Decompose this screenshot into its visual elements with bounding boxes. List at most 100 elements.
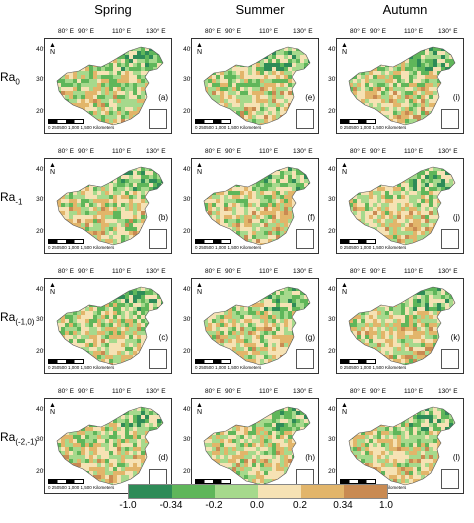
scale-bar-label: 0 250500 1,000 1,500 Kilometers: [48, 485, 115, 490]
legend-swatch: [215, 485, 258, 498]
longitude-tick-label: 130° E: [146, 148, 166, 155]
north-arrow-icon: ▲ N: [341, 282, 348, 296]
latitude-tick-label: 20°: [36, 348, 46, 355]
longitude-tick-label: 130° E: [293, 148, 313, 155]
longitude-tick-label: 90° E: [78, 28, 94, 35]
scale-bar-graphic: [340, 479, 376, 484]
map-panel-j: 80° E 90° E 110° E 130° E 40° 30° 20° ▲ N 0 25050…: [320, 148, 468, 256]
latitude-tick-label: 40°: [183, 286, 193, 293]
latitude-tick-label: 40°: [36, 166, 46, 173]
latitude-ticks: 40° 30° 20°: [320, 398, 338, 494]
panel-letter: (a): [158, 93, 168, 102]
map-frame: ▲N0 250500 1,000 1,500 Kilometers(l): [336, 398, 464, 494]
china-outline: [56, 46, 164, 126]
longitude-tick-label: 90° E: [78, 388, 94, 395]
map-panel-d: 80° E 90° E 110° E 130° E 40° 30° 20° ▲ N 0 25050…: [28, 388, 176, 496]
longitude-tick-label: 90° E: [370, 388, 386, 395]
latitude-ticks: 40° 30° 20°: [28, 278, 46, 374]
legend-swatch: [258, 485, 301, 498]
scale-bar-label: 0 250500 1,000 1,500 Kilometers: [195, 125, 262, 130]
scale-bar-label: 0 250500 1,000 1,500 Kilometers: [340, 365, 407, 370]
longitude-tick-label: 110° E: [404, 28, 424, 35]
scale-bar: 0 250500 1,000 1,500 Kilometers: [48, 239, 114, 250]
longitude-tick-label: 130° E: [438, 388, 458, 395]
panel-letter: (j): [452, 213, 460, 222]
china-map: [56, 166, 164, 246]
longitude-tick-label: 80° E: [350, 388, 366, 395]
longitude-tick-label: 90° E: [225, 388, 241, 395]
longitude-ticks: 80° E 90° E 110° E 130° E: [191, 268, 319, 278]
latitude-tick-label: 20°: [183, 228, 193, 235]
map-panel-b: 80° E 90° E 110° E 130° E 40° 30° 20° ▲ N 0 25050…: [28, 148, 176, 256]
latitude-tick-label: 30°: [328, 196, 338, 203]
latitude-tick-label: 20°: [328, 468, 338, 475]
row-label-base: Ra: [0, 70, 16, 84]
latitude-ticks: 40° 30° 20°: [320, 38, 338, 134]
legend-tick: 0.2: [293, 500, 307, 511]
row-label-base: Ra: [0, 310, 16, 324]
latitude-ticks: 40° 30° 20°: [320, 278, 338, 374]
latitude-ticks: 40° 30° 20°: [28, 398, 46, 494]
latitude-tick-label: 20°: [183, 468, 193, 475]
longitude-ticks: 80° E 90° E 110° E 130° E: [336, 148, 464, 158]
scale-bar-graphic: [195, 479, 231, 484]
latitude-tick-label: 40°: [328, 406, 338, 413]
column-header-autumn: Autumn: [382, 2, 428, 17]
color-legend: [128, 484, 388, 499]
longitude-ticks: 80° E 90° E 110° E 130° E: [44, 268, 172, 278]
latitude-tick-label: 30°: [36, 76, 46, 83]
legend-swatch: [172, 485, 215, 498]
row-label-base: Ra: [0, 190, 16, 204]
panel-letter: (d): [158, 453, 168, 462]
latitude-tick-label: 20°: [36, 108, 46, 115]
scale-bar-graphic: [48, 479, 84, 484]
legend-tick: -1.0: [119, 500, 137, 511]
longitude-tick-label: 90° E: [78, 148, 94, 155]
scale-bar-graphic: [48, 119, 84, 124]
map-panel-e: 80° E 90° E 110° E 130° E 40° 30° 20° ▲ N 0 25050…: [175, 28, 323, 136]
china-outline: [348, 406, 456, 486]
longitude-tick-label: 90° E: [370, 28, 386, 35]
china-outline: [203, 46, 311, 126]
row-label-2: Ra(-1,0): [0, 310, 34, 326]
scale-bar-graphic: [340, 239, 376, 244]
latitude-tick-label: 40°: [183, 46, 193, 53]
latitude-tick-label: 40°: [183, 166, 193, 173]
scale-bar: 0 250500 1,000 1,500 Kilometers: [195, 239, 261, 250]
row-label-subscript: 0: [15, 77, 20, 87]
map-panel-c: 80° E 90° E 110° E 130° E 40° 30° 20° ▲ N 0 25050…: [28, 268, 176, 376]
south-china-sea-inset: [149, 229, 167, 249]
longitude-ticks: 80° E 90° E 110° E 130° E: [336, 28, 464, 38]
longitude-tick-label: 110° E: [259, 388, 279, 395]
north-arrow-icon: ▲ N: [341, 402, 348, 416]
latitude-tick-label: 40°: [36, 46, 46, 53]
south-china-sea-inset: [441, 469, 459, 489]
china-map: [203, 166, 311, 246]
longitude-tick-label: 80° E: [350, 268, 366, 275]
longitude-tick-label: 130° E: [438, 148, 458, 155]
legend-tick: 0.34: [333, 500, 353, 511]
north-arrow-icon: ▲ N: [196, 162, 203, 176]
scale-bar: 0 250500 1,000 1,500 Kilometers: [340, 359, 406, 370]
scale-bar-graphic: [48, 359, 84, 364]
longitude-tick-label: 90° E: [225, 28, 241, 35]
latitude-tick-label: 30°: [36, 316, 46, 323]
map-frame: ▲ N 0 250500 1,000 1,500 Kilometers (i): [336, 38, 464, 134]
longitude-tick-label: 80° E: [58, 148, 74, 155]
china-outline: [203, 166, 311, 246]
legend-tick: -0.2: [205, 500, 223, 511]
north-label: N: [341, 289, 347, 296]
longitude-tick-label: 130° E: [146, 28, 166, 35]
latitude-tick-label: 30°: [183, 76, 193, 83]
longitude-tick-label: 110° E: [112, 268, 132, 275]
china-map: [203, 286, 311, 366]
longitude-ticks: 80° E 90° E 110° E 130° E: [44, 148, 172, 158]
scale-bar-graphic: [195, 239, 231, 244]
north-label: N: [49, 409, 55, 416]
latitude-tick-label: 20°: [36, 468, 46, 475]
map-panel-l: 80° E 90° E 110° E 130° E 40° 30° 20°▲N0 25050…: [320, 388, 468, 496]
legend-tick: 0.0: [250, 500, 264, 511]
scale-bar: 0 250500 1,000 1,500 Kilometers: [48, 479, 114, 490]
longitude-tick-label: 110° E: [112, 28, 132, 35]
china-outline: [203, 406, 311, 486]
